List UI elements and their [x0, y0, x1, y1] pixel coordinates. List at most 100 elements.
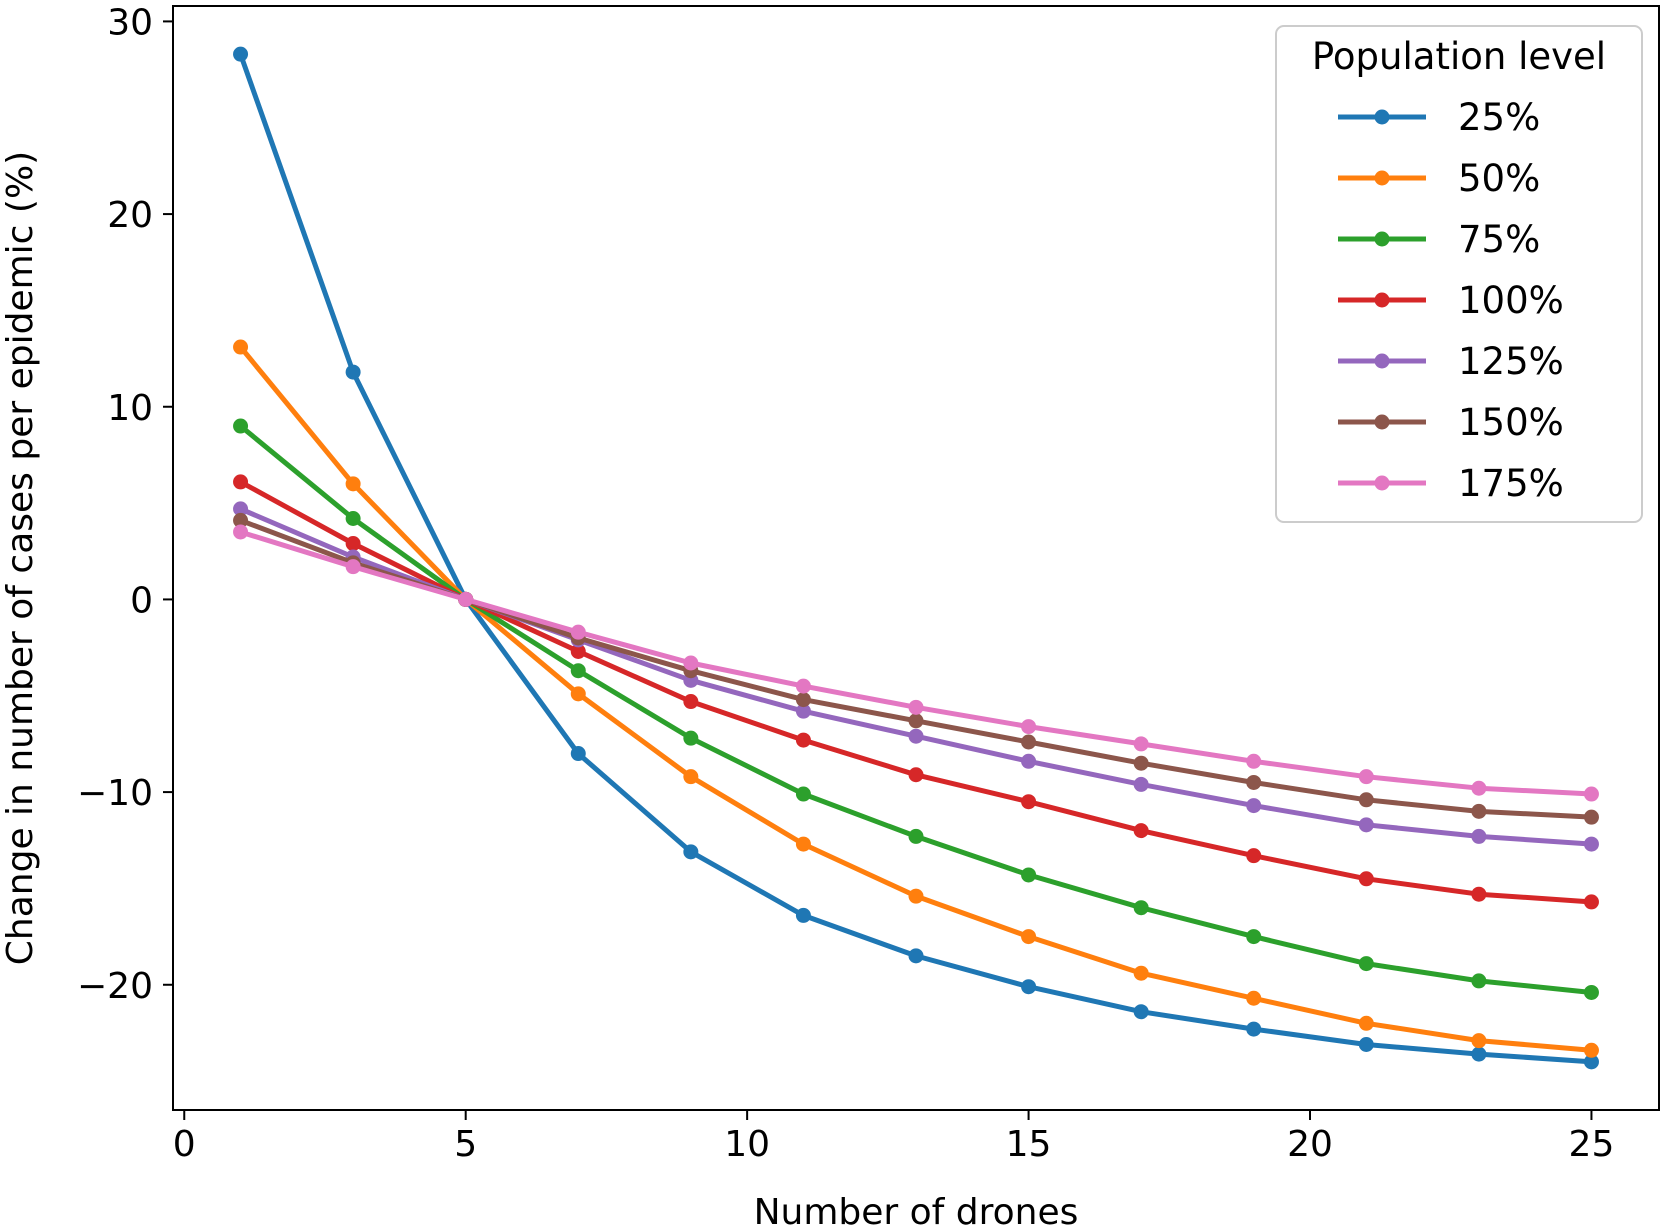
y-tick-label: 10	[107, 388, 153, 429]
data-point	[908, 699, 924, 715]
series-175%	[233, 524, 1599, 802]
x-tick-label: 15	[1006, 1124, 1052, 1165]
data-point	[1358, 871, 1374, 887]
data-point	[908, 828, 924, 844]
legend-entry: 150%	[1338, 401, 1564, 444]
legend-marker	[1374, 170, 1390, 186]
x-axis: 0 5 10 15 20 25	[173, 1110, 1615, 1165]
data-point	[345, 559, 361, 575]
data-point	[1358, 817, 1374, 833]
y-axis: −20 −10 0 10 20 30	[77, 2, 173, 1007]
data-point	[1471, 780, 1487, 796]
y-tick-label: 20	[107, 195, 153, 236]
legend-entry: 100%	[1338, 279, 1564, 322]
data-point	[1246, 798, 1262, 814]
data-point	[345, 364, 361, 380]
y-tick-label: −20	[77, 966, 153, 1007]
data-point	[1021, 979, 1037, 995]
data-point	[1583, 836, 1599, 852]
data-point	[1021, 794, 1037, 810]
data-point	[1358, 1036, 1374, 1052]
data-point	[570, 686, 586, 702]
data-point	[795, 732, 811, 748]
data-point	[1583, 809, 1599, 825]
data-point	[1021, 719, 1037, 735]
x-tick-label: 20	[1287, 1124, 1333, 1165]
data-point	[1133, 776, 1149, 792]
data-point	[1021, 753, 1037, 769]
data-point	[1133, 823, 1149, 839]
data-point	[1583, 894, 1599, 910]
legend-label: 150%	[1458, 401, 1564, 444]
legend-marker	[1374, 292, 1390, 308]
data-point	[1583, 1054, 1599, 1070]
data-point	[1246, 753, 1262, 769]
data-point	[570, 746, 586, 762]
legend-label: 100%	[1458, 279, 1564, 322]
data-point	[1471, 1046, 1487, 1062]
data-point	[1583, 786, 1599, 802]
data-point	[1358, 792, 1374, 808]
x-tick-label: 0	[173, 1124, 196, 1165]
data-point	[1133, 900, 1149, 916]
legend-marker	[1374, 231, 1390, 247]
data-point	[908, 767, 924, 783]
x-tick-label: 5	[454, 1124, 477, 1165]
data-point	[1133, 755, 1149, 771]
data-point	[795, 907, 811, 923]
data-point	[570, 643, 586, 659]
data-point	[1358, 1015, 1374, 1031]
legend-label: 75%	[1458, 218, 1540, 261]
legend-marker	[1374, 109, 1390, 125]
data-point	[1471, 1033, 1487, 1049]
legend-title: Population level	[1312, 35, 1606, 78]
legend-marker	[1374, 353, 1390, 369]
data-point	[1133, 736, 1149, 752]
plot-frame	[172, 5, 1660, 1111]
legend-entry: 125%	[1338, 340, 1564, 383]
data-point	[1021, 867, 1037, 883]
data-point	[683, 694, 699, 710]
data-point	[908, 713, 924, 729]
legend-entries: 25% 50% 75% 100% 125% 150% 175%	[1338, 96, 1564, 505]
data-point	[570, 663, 586, 679]
data-point	[1471, 828, 1487, 844]
legend-entry: 25%	[1338, 96, 1540, 139]
legend-box	[1275, 25, 1643, 523]
data-point	[1246, 990, 1262, 1006]
data-point	[345, 476, 361, 492]
legend-label: 125%	[1458, 340, 1564, 383]
data-point	[1358, 769, 1374, 785]
data-point	[233, 339, 249, 355]
data-point	[908, 888, 924, 904]
data-point	[795, 703, 811, 719]
y-tick-label: 0	[130, 580, 153, 621]
data-point	[233, 524, 249, 540]
data-point	[683, 730, 699, 746]
data-point	[683, 655, 699, 671]
data-point	[233, 474, 249, 490]
data-point	[1471, 803, 1487, 819]
data-point	[683, 844, 699, 860]
data-point	[1471, 973, 1487, 989]
data-point	[570, 624, 586, 640]
legend-label: 50%	[1458, 157, 1540, 200]
data-point	[233, 46, 249, 62]
data-point	[233, 501, 249, 517]
data-point	[1133, 1004, 1149, 1020]
data-point	[795, 692, 811, 708]
x-axis-label: Number of drones	[754, 1192, 1079, 1229]
x-tick-label: 25	[1569, 1124, 1615, 1165]
data-point	[795, 836, 811, 852]
data-point	[1583, 1042, 1599, 1058]
data-point	[908, 728, 924, 744]
y-tick-label: −10	[77, 773, 153, 814]
data-point	[1246, 1021, 1262, 1037]
data-point	[233, 418, 249, 434]
legend-label: 175%	[1458, 462, 1564, 505]
x-tick-label: 10	[724, 1124, 770, 1165]
y-tick-label: 30	[107, 2, 153, 43]
data-point	[345, 536, 361, 552]
data-point	[795, 678, 811, 694]
data-point	[908, 948, 924, 964]
